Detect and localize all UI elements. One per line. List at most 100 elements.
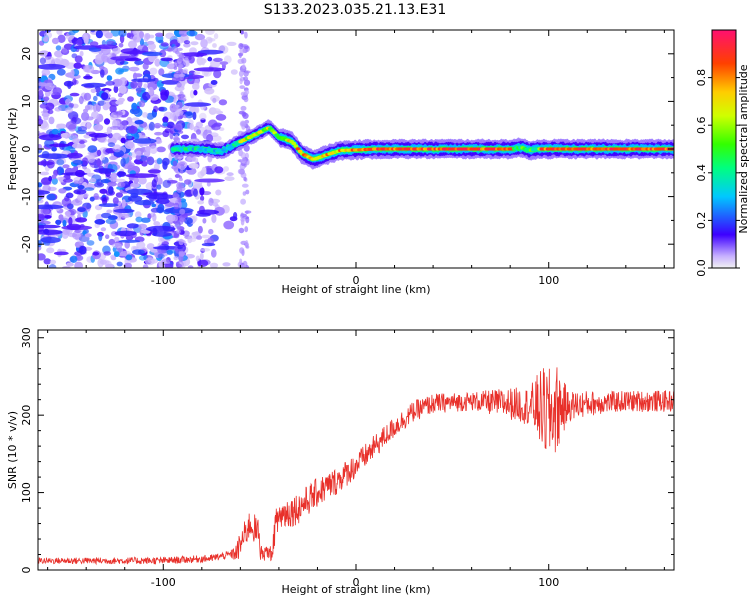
spectrogram-speckle bbox=[43, 258, 52, 265]
spectrogram-ridge-core bbox=[295, 147, 301, 151]
spectrogram-speckle bbox=[72, 135, 79, 145]
spectrogram-speckle bbox=[117, 92, 123, 98]
spectrogram-speckle bbox=[51, 146, 57, 152]
spectrogram-speckle bbox=[66, 262, 74, 267]
spectrogram-y-tick-label: -20 bbox=[20, 235, 33, 253]
spectrogram-speckle bbox=[51, 174, 57, 180]
snr-x-tick-label: 100 bbox=[538, 576, 559, 589]
spectrogram-speckle bbox=[79, 140, 85, 145]
spectrogram-speckle bbox=[109, 104, 117, 113]
spectrogram-speckle bbox=[156, 184, 162, 190]
spectrogram-speckle bbox=[95, 30, 103, 39]
spectrogram-speckle bbox=[226, 172, 234, 177]
spectrogram-speckle bbox=[148, 54, 156, 63]
spectrogram-speckle bbox=[114, 236, 120, 242]
spectrogram-speckle bbox=[149, 145, 158, 154]
spectrogram-speckle bbox=[40, 220, 51, 225]
spectrogram-streak bbox=[38, 63, 66, 70]
spectrogram-speckle bbox=[38, 182, 43, 188]
spectrogram-speckle bbox=[197, 200, 205, 205]
spectrogram-speckle bbox=[70, 255, 78, 263]
spectrogram-speckle bbox=[48, 116, 55, 125]
spectrogram-speckle bbox=[128, 40, 137, 49]
colorbar-tick-label: 0.0 bbox=[695, 259, 708, 277]
spectrogram-speckle bbox=[56, 219, 61, 226]
spectrogram-speckle bbox=[201, 234, 212, 239]
spectrogram-speckle bbox=[154, 131, 163, 136]
spectrogram-speckle bbox=[119, 213, 131, 218]
spectrogram-speckle bbox=[240, 105, 247, 111]
spectrogram-speckle bbox=[107, 181, 117, 187]
spectrogram-speckle bbox=[142, 91, 151, 101]
spectrogram-speckle bbox=[193, 188, 198, 197]
spectrogram-ridge-core bbox=[291, 141, 297, 146]
spectrogram-speckle bbox=[83, 33, 88, 39]
spectrogram-speckle bbox=[99, 65, 105, 70]
spectrogram-speckle bbox=[151, 179, 157, 188]
spectrogram-streak bbox=[38, 153, 70, 159]
spectrogram-speckle bbox=[101, 39, 106, 46]
spectrogram-streak bbox=[95, 44, 118, 49]
spectrogram-speckle bbox=[106, 40, 116, 46]
spectrogram-speckle bbox=[127, 164, 135, 171]
spectrogram-speckle bbox=[156, 207, 165, 214]
spectrogram-streak bbox=[151, 231, 172, 237]
spectrogram-speckle bbox=[164, 263, 174, 268]
spectrogram-speckle bbox=[77, 185, 85, 190]
spectrogram-speckle bbox=[189, 238, 196, 242]
spectrogram-speckle bbox=[40, 122, 50, 130]
spectrogram-speckle bbox=[213, 33, 219, 40]
spectrogram-speckle bbox=[134, 133, 140, 140]
spectrogram-speckle bbox=[200, 38, 208, 48]
spectrogram-streak bbox=[201, 242, 216, 247]
spectrogram-speckle bbox=[125, 254, 133, 261]
spectrogram-speckle bbox=[179, 91, 184, 96]
spectrogram-speckle bbox=[104, 260, 112, 268]
spectrogram-speckle bbox=[125, 235, 134, 241]
spectrogram-speckle bbox=[224, 176, 235, 182]
spectrogram-streak bbox=[81, 82, 107, 88]
spectrogram-speckle bbox=[78, 245, 87, 255]
spectrogram-speckle bbox=[46, 247, 55, 254]
spectrogram-streak bbox=[141, 51, 163, 57]
spectrogram-speckle bbox=[39, 57, 47, 65]
spectrogram-speckle bbox=[243, 96, 249, 103]
spectrogram-speckle bbox=[178, 238, 184, 246]
snr-y-axis-label: SNR (10 * v/v) bbox=[6, 411, 19, 489]
spectrogram-speckle bbox=[64, 211, 71, 216]
spectrogram-speckle bbox=[115, 100, 124, 105]
spectrogram-speckle bbox=[82, 165, 87, 170]
spectrogram-speckle bbox=[126, 132, 133, 140]
spectrogram-cells bbox=[38, 30, 674, 268]
spectrogram-speckle bbox=[58, 214, 64, 221]
spectrogram-speckle bbox=[120, 158, 126, 167]
spectrogram-speckle bbox=[113, 111, 123, 116]
colorbar-tick-label: 0.8 bbox=[695, 69, 708, 87]
spectrogram-speckle bbox=[179, 165, 186, 171]
spectrogram-streak bbox=[49, 143, 70, 148]
spectrogram-speckle bbox=[105, 234, 110, 239]
spectrogram-speckle bbox=[193, 89, 198, 96]
spectrogram-speckle bbox=[193, 71, 201, 75]
spectrogram-streak bbox=[61, 172, 88, 176]
spectrogram-speckle bbox=[162, 179, 171, 188]
spectrogram-ridge-core bbox=[293, 144, 299, 148]
spectrogram-speckle bbox=[147, 43, 156, 50]
spectrogram-speckle bbox=[79, 50, 84, 57]
spectrogram-speckle bbox=[90, 88, 97, 94]
spectrogram-streak bbox=[180, 52, 208, 57]
spectrogram-speckle bbox=[196, 58, 207, 64]
spectrogram-x-tick-label: 100 bbox=[538, 274, 559, 287]
spectrogram-speckle bbox=[76, 38, 83, 46]
spectrogram-speckle bbox=[212, 202, 219, 207]
spectrogram-speckle bbox=[65, 192, 74, 199]
spectrogram-speckle bbox=[162, 157, 170, 166]
spectrogram-speckle bbox=[77, 207, 86, 213]
spectrogram-speckle bbox=[178, 58, 183, 62]
spectrogram-streak bbox=[38, 161, 54, 166]
spectrogram-speckle bbox=[109, 155, 117, 161]
spectrogram-speckle bbox=[197, 225, 203, 234]
spectrogram-speckle bbox=[57, 34, 66, 43]
spectrogram-speckle bbox=[240, 152, 246, 159]
spectrogram-speckle bbox=[83, 92, 92, 101]
